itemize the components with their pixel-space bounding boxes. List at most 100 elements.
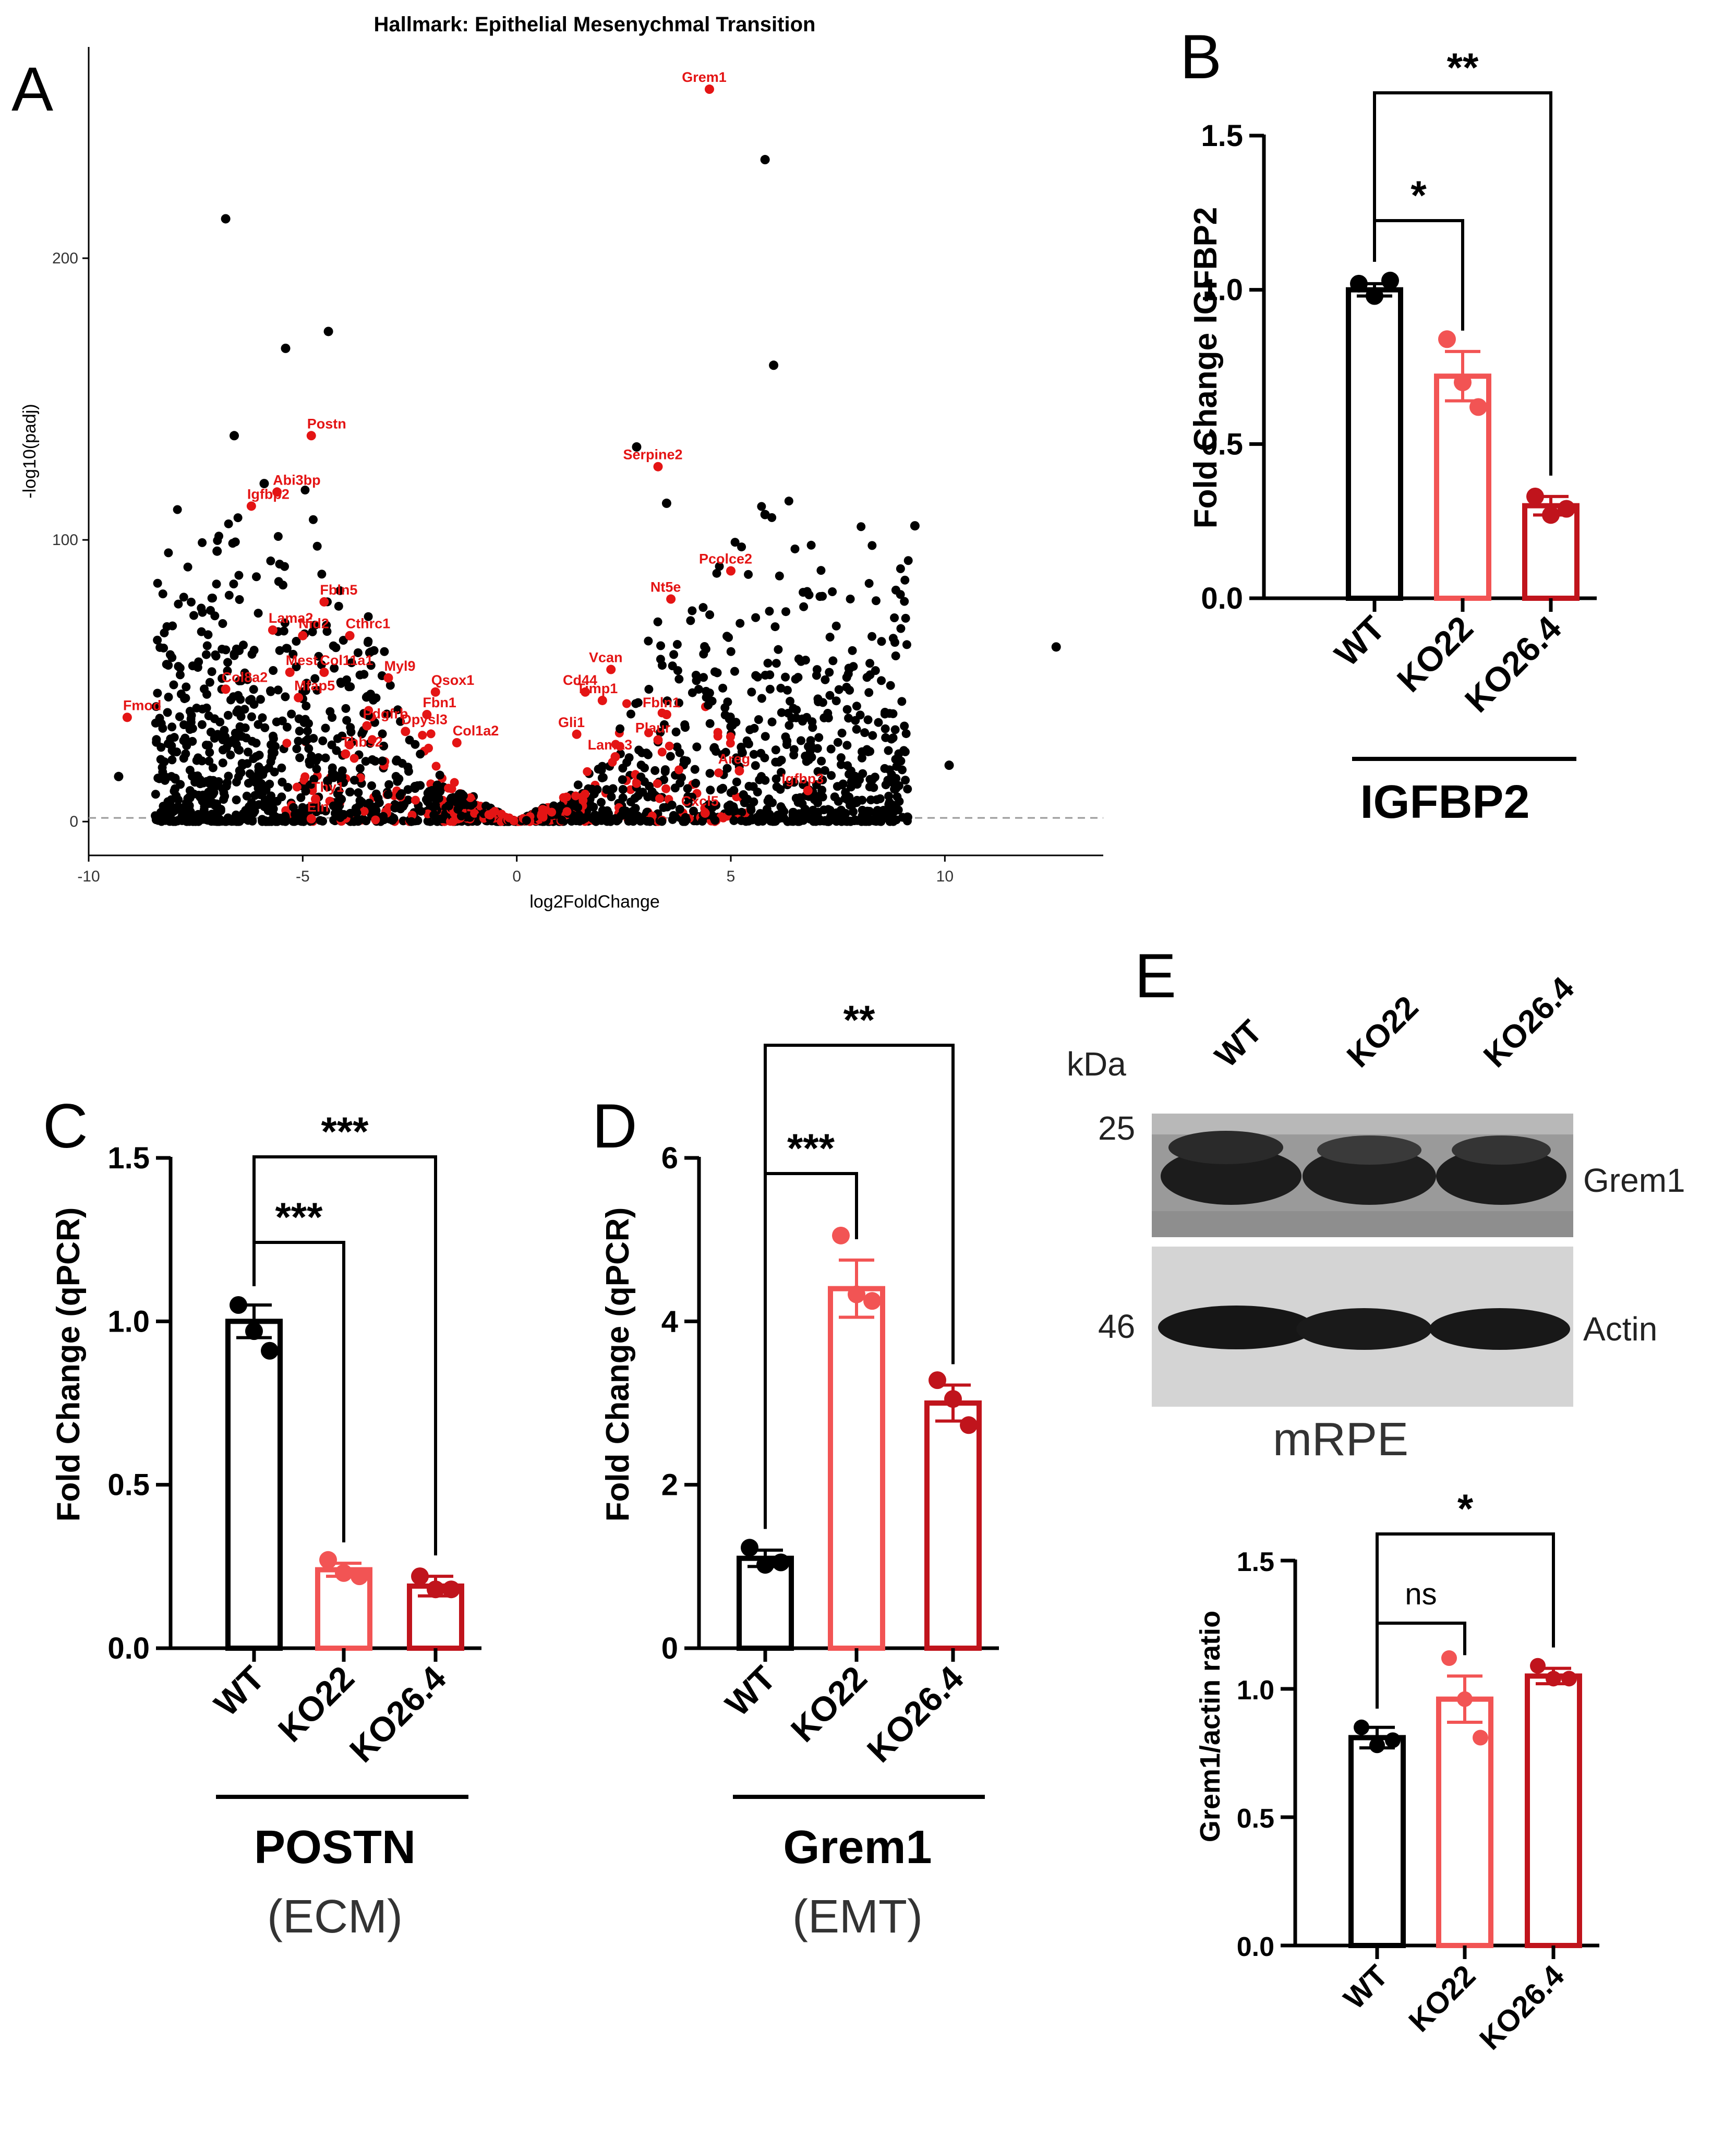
replicate-point xyxy=(1350,274,1368,293)
gene-point xyxy=(312,685,322,695)
gene-point xyxy=(890,638,900,647)
y-tick-label: 1.0 xyxy=(1237,1675,1274,1706)
gene-point xyxy=(683,784,692,793)
gene-point xyxy=(167,755,177,765)
highlighted-gene-point xyxy=(319,597,329,607)
gene-point xyxy=(391,772,401,781)
gene-point xyxy=(863,747,873,756)
gene-point xyxy=(737,542,746,552)
gene-point xyxy=(303,734,312,744)
gene-point xyxy=(606,817,615,826)
replicate-point xyxy=(245,1322,263,1340)
gene-point xyxy=(726,732,735,741)
gene-point xyxy=(266,556,275,565)
gene-point xyxy=(700,642,709,651)
gene-point xyxy=(657,747,667,757)
gene-point xyxy=(782,780,792,790)
gene-point xyxy=(328,713,337,722)
gene-point xyxy=(671,727,681,736)
gene-point xyxy=(867,541,877,550)
gene-point xyxy=(749,797,758,806)
kda-label: kDa xyxy=(1067,1045,1126,1083)
gene-point xyxy=(282,722,292,732)
gene-point xyxy=(452,798,462,807)
gene-point xyxy=(310,674,320,683)
replicate-point xyxy=(1385,1732,1401,1748)
gene-point xyxy=(760,510,770,519)
gene-point xyxy=(368,735,377,744)
igfbp2-y-label: Fold Change IGFBP2 xyxy=(1188,207,1224,529)
replicate-point xyxy=(1438,330,1456,348)
gene-point xyxy=(827,771,836,780)
gene-point xyxy=(223,658,233,667)
gene-point xyxy=(349,754,359,763)
gene-point xyxy=(205,678,214,687)
gene-point xyxy=(175,712,184,721)
gene-point xyxy=(282,644,291,653)
gene-point xyxy=(557,815,566,825)
gene-point xyxy=(314,651,323,661)
gene-point xyxy=(337,766,347,776)
gene-point xyxy=(323,777,332,787)
gene-point xyxy=(895,796,904,806)
gene-point xyxy=(900,597,909,606)
gene-point xyxy=(264,763,273,772)
gene-point xyxy=(660,765,670,775)
gene-point xyxy=(632,442,642,452)
gene-point xyxy=(712,569,721,578)
gene-label: Eln xyxy=(307,799,329,815)
gene-point xyxy=(312,764,321,774)
replicate-point xyxy=(756,1556,774,1574)
gene-point xyxy=(349,776,359,785)
gene-point xyxy=(416,750,425,759)
gene-point xyxy=(890,784,899,794)
gene-point xyxy=(598,806,607,815)
gene-point xyxy=(571,791,581,801)
gene-point xyxy=(846,816,855,826)
gene-point xyxy=(828,656,838,666)
gene-point xyxy=(166,734,175,744)
gene-point xyxy=(901,776,910,785)
gene-point xyxy=(852,702,861,711)
gene-point xyxy=(210,714,219,723)
gene-point xyxy=(183,562,192,572)
gene-point xyxy=(304,744,314,753)
gene-point xyxy=(269,666,278,675)
gene-point xyxy=(892,762,901,771)
gene-point xyxy=(355,764,365,773)
y-tick-label: 0.0 xyxy=(1201,582,1243,615)
replicate-point xyxy=(1526,487,1544,505)
gene-point xyxy=(692,742,702,752)
gene-point xyxy=(316,816,325,825)
gene-point xyxy=(682,815,691,825)
gene-point xyxy=(737,742,746,752)
gene-point xyxy=(775,571,784,581)
gene-point xyxy=(814,697,823,706)
gene-point xyxy=(300,486,310,495)
gene-point xyxy=(634,745,644,755)
gene-point xyxy=(367,781,377,790)
gene-point xyxy=(849,799,859,808)
panel-label-d: D xyxy=(592,1091,637,1161)
gene-point xyxy=(847,777,856,786)
gene-point xyxy=(871,817,881,826)
volcano-title: Hallmark: Epithelial Mesenychmal Transit… xyxy=(374,13,816,36)
gene-point xyxy=(197,603,206,613)
gene-label: Abi3bp xyxy=(273,472,321,488)
gene-point xyxy=(749,750,758,759)
grem1-actin-y-label: Grem1/actin ratio xyxy=(1195,1611,1226,1842)
significance-label: *** xyxy=(321,1108,369,1154)
gene-point xyxy=(203,630,213,639)
gene-point xyxy=(187,771,197,781)
gene-label: Lama3 xyxy=(588,737,633,753)
replicate-point xyxy=(1457,1691,1473,1707)
gene-point xyxy=(771,745,780,755)
gene-point xyxy=(818,775,827,784)
gene-point xyxy=(257,779,266,788)
gene-point xyxy=(294,714,304,723)
gene-point xyxy=(444,801,454,811)
gene-point xyxy=(842,673,851,682)
gene-point xyxy=(887,770,896,779)
gene-point xyxy=(301,686,310,695)
gene-point xyxy=(218,758,227,768)
